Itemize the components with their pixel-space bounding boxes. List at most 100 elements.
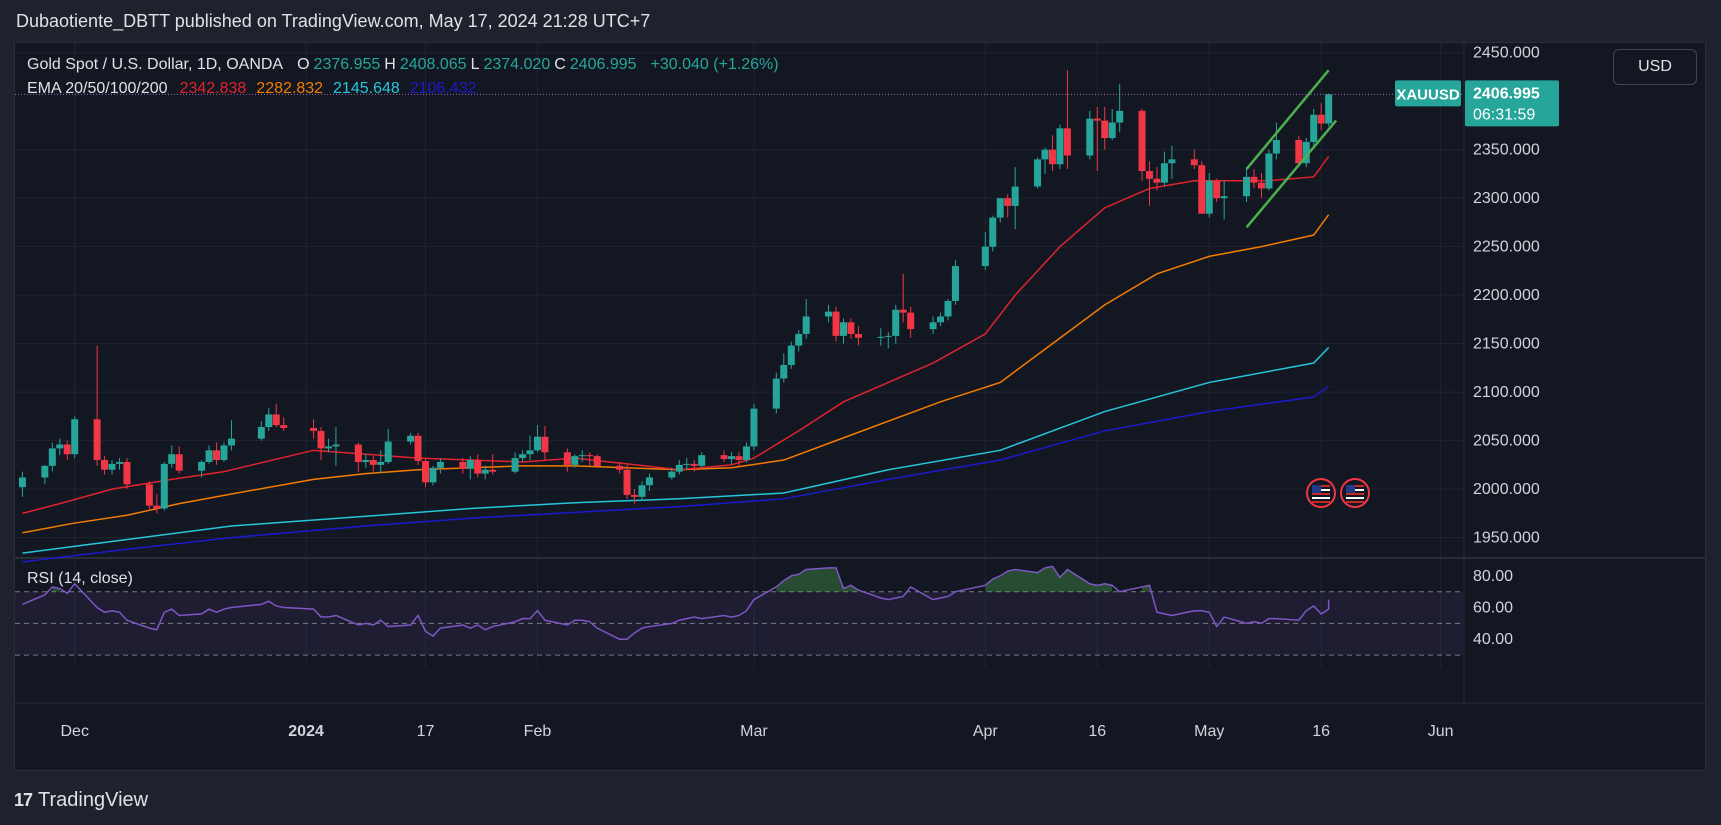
footer-brand[interactable]: TradingView <box>38 788 149 811</box>
candle <box>1257 172 1265 199</box>
candle <box>1310 108 1318 146</box>
candle-body <box>1108 122 1116 139</box>
candle <box>937 312 945 327</box>
candle <box>422 458 430 488</box>
candle <box>571 454 579 468</box>
candle <box>407 432 415 445</box>
tradingview-logo-icon[interactable]: 17 <box>14 789 33 810</box>
candle-body <box>847 322 855 334</box>
candle <box>384 428 392 464</box>
candle <box>668 467 676 480</box>
candle <box>18 471 26 497</box>
candle-body <box>519 454 527 459</box>
candle-body <box>115 461 123 464</box>
rsi-overbought-fill <box>985 566 1113 592</box>
ema-label[interactable]: EMA 20/50/100/200 <box>27 80 168 97</box>
candle-body <box>414 435 422 461</box>
candle <box>1213 178 1221 203</box>
candle-body <box>533 436 541 451</box>
ema50-value: 2282.832 <box>256 80 324 97</box>
candle-body <box>489 469 497 472</box>
candle <box>519 450 527 462</box>
price-tag-bg <box>1465 80 1559 127</box>
candle <box>683 458 691 470</box>
ema-row: EMA 20/50/100/200 2342.838 2282.832 2145… <box>27 77 779 101</box>
rsi-legend[interactable]: RSI (14, close) <box>27 570 133 587</box>
candle-body <box>466 460 474 469</box>
candle <box>675 460 683 475</box>
chart-frame[interactable]: 1950.000 2000.000 2050.000 2100.000 2150.000… <box>14 42 1706 771</box>
candle <box>466 456 474 480</box>
candle-body <box>668 471 676 478</box>
candle <box>317 427 325 461</box>
rsi-tick-label: 80.00 <box>1473 568 1513 585</box>
candle-body <box>683 463 691 465</box>
candle <box>780 353 788 383</box>
candle <box>631 489 639 504</box>
rsi-line <box>22 565 1330 640</box>
candle <box>280 417 288 431</box>
candle-body <box>1205 180 1213 214</box>
candle <box>981 232 989 270</box>
ohlc-row: Gold Spot / U.S. Dollar, 1D, OANDA O 2376… <box>27 53 779 77</box>
candle <box>854 326 862 346</box>
candle <box>71 416 79 459</box>
candle <box>220 442 228 462</box>
candle-body <box>1257 182 1265 189</box>
candle-body <box>369 460 377 465</box>
candle-body <box>1198 165 1206 214</box>
candle-body <box>1317 114 1325 124</box>
candle-body <box>623 469 631 495</box>
candle <box>1101 107 1109 150</box>
price-tag-countdown: 06:31:59 <box>1473 106 1535 123</box>
rsi-tick-label: 40.00 <box>1473 631 1513 648</box>
candle <box>362 454 370 468</box>
close-label: C <box>554 56 566 73</box>
candle-body <box>227 438 235 446</box>
channel-lower-line <box>1245 119 1338 229</box>
candle <box>750 403 758 451</box>
currency-button[interactable]: USD <box>1613 49 1697 85</box>
ema200-line <box>22 385 1330 563</box>
candle-body <box>1146 171 1154 179</box>
candle-body <box>71 419 79 455</box>
candle-body <box>272 414 280 426</box>
candle <box>1093 107 1101 172</box>
candle-body <box>1034 159 1042 187</box>
candle-body <box>563 452 571 465</box>
ema50-line <box>22 214 1330 534</box>
candle-body <box>907 312 915 330</box>
candle-body <box>638 485 646 497</box>
candle <box>1325 93 1333 127</box>
candle <box>884 332 892 349</box>
candle <box>847 318 855 339</box>
high-label: H <box>384 56 396 73</box>
candle-body <box>1310 114 1318 142</box>
price-tick-label: 2450.000 <box>1473 45 1540 62</box>
candle-body <box>310 428 318 431</box>
candle-body <box>825 311 833 317</box>
candle <box>1250 169 1258 189</box>
candle-body <box>1011 186 1019 206</box>
candle-body <box>1220 196 1228 199</box>
candle-body <box>899 309 907 313</box>
candle <box>593 454 601 468</box>
candle <box>623 464 631 499</box>
candle-body <box>981 246 989 267</box>
candle-body <box>631 494 639 497</box>
symbol-tag-bg <box>1395 80 1461 107</box>
price-tick-label: 2100.000 <box>1473 384 1540 401</box>
candle-body <box>511 458 519 472</box>
candle <box>63 440 71 461</box>
candle-body <box>698 455 706 466</box>
candle-body <box>198 461 206 471</box>
candle-body <box>377 461 385 465</box>
price-tick-label: 2000.000 <box>1473 481 1540 498</box>
candle-body <box>929 322 937 330</box>
candle <box>951 260 959 305</box>
candle-body <box>892 309 900 336</box>
price-chart[interactable]: 1950.000 2000.000 2050.000 2100.000 2150.000… <box>15 43 1705 770</box>
symbol-label[interactable]: Gold Spot / U.S. Dollar, 1D, OANDA <box>27 56 284 73</box>
candle-body <box>280 425 288 429</box>
price-tick-label: 2200.000 <box>1473 287 1540 304</box>
